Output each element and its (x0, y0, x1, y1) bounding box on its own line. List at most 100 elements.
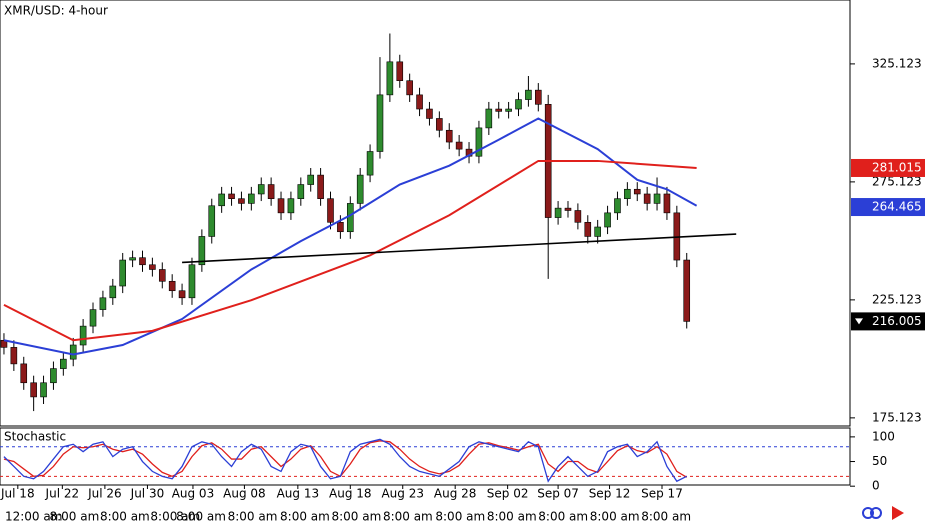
x-tick-label: Jul 18 (0, 487, 35, 501)
x-time-label: 8:00 am (228, 510, 278, 524)
moving-average (3, 117, 698, 356)
candle-body (178, 290, 186, 299)
candle-body (327, 198, 334, 223)
candle-body (614, 198, 621, 214)
x-tick-label: Sep 02 (487, 487, 529, 501)
x-time-label: 8:00 am (49, 510, 99, 524)
candle-body (50, 368, 57, 384)
candle-body (505, 108, 512, 112)
x-tick-label: Aug 28 (434, 487, 477, 501)
candle-body (69, 344, 77, 360)
y-tick-label: 50 (872, 454, 887, 468)
candle-body (416, 94, 423, 110)
candle-body (30, 382, 37, 398)
candle-body (376, 94, 384, 152)
candle-body (436, 118, 443, 131)
x-time-label: 8:00 am (435, 510, 485, 524)
candle-body (109, 285, 117, 299)
moving-average (3, 159, 697, 342)
candle-body (633, 188, 641, 195)
y-tick-label: 175.123 (872, 410, 922, 424)
candle-body (406, 80, 413, 96)
candle-body (277, 198, 285, 214)
candle-body (475, 127, 483, 157)
candle-body (624, 188, 631, 199)
candle-body (307, 174, 315, 185)
stoch-title-bg (1, 429, 71, 445)
candle-body (60, 358, 67, 369)
title-bg (1, 1, 151, 19)
candle-body (208, 205, 216, 237)
x-time-label: 8:00 am (100, 510, 150, 524)
x-time-label: 8:00 am (641, 510, 691, 524)
candle-body (346, 203, 354, 233)
candle-body (287, 198, 295, 214)
price-panel (0, 0, 851, 427)
price-marker-label: 216.005 (872, 314, 922, 328)
chart-title: XMR/USD: 4-hour (4, 4, 108, 18)
candle-body (515, 99, 522, 110)
y-tick-label: 275.123 (872, 174, 922, 188)
link-icon[interactable] (870, 507, 882, 519)
link-icon[interactable] (862, 507, 874, 519)
candle-body (564, 207, 572, 211)
candle-body (485, 108, 493, 129)
x-time-label: 8:00 am (331, 510, 381, 524)
candle-body (129, 257, 136, 261)
x-tick-label: Aug 23 (381, 487, 424, 501)
candle-body (337, 221, 344, 233)
candle-body (228, 193, 235, 199)
candle-body (297, 184, 305, 199)
candle-body (238, 198, 245, 204)
y-tick-label: 225.123 (872, 292, 922, 306)
candle-body (554, 207, 562, 218)
candle-body (386, 61, 394, 96)
candle-body (525, 89, 532, 100)
candle-body (149, 264, 156, 270)
x-tick-label: Jul 30 (130, 487, 165, 501)
candle-body (267, 184, 275, 199)
candle-body (356, 174, 364, 204)
toolbar-icons[interactable] (862, 506, 904, 520)
candle-body (317, 174, 324, 199)
price-marker-label: 264.465 (872, 200, 922, 214)
candle-body (643, 193, 651, 204)
x-tick-label: Aug 13 (277, 487, 320, 501)
candle-body (445, 129, 453, 143)
candles (0, 33, 737, 412)
trend-line (182, 233, 737, 264)
candle-body (99, 297, 107, 310)
stoch-lines (0, 438, 850, 483)
stoch-line (3, 438, 688, 483)
candle-body (257, 184, 265, 195)
y-tick-label: 0 (872, 479, 880, 493)
candle-body (455, 141, 463, 150)
price-marker (851, 312, 925, 331)
stochastic-panel (0, 427, 851, 486)
candle-body (158, 269, 166, 282)
x-time-label: 8:00 am (176, 510, 226, 524)
x-tick-label: Sep 07 (537, 487, 579, 501)
candle-body (188, 264, 196, 299)
candle-body (594, 226, 601, 237)
price-marker-label: 281.015 (872, 160, 922, 174)
candle-body (396, 61, 404, 82)
candle-body (683, 259, 691, 322)
price-arrow (855, 318, 863, 325)
x-time-label: 8:00 am (538, 510, 588, 524)
candle-body (119, 259, 127, 287)
candle-body (198, 236, 206, 266)
x-tick-label: Aug 18 (329, 487, 372, 501)
candle-body (139, 257, 146, 266)
price-marker (851, 158, 925, 177)
candle-body (574, 210, 582, 223)
candle-body (40, 382, 47, 398)
x-tick-label: Sep 17 (641, 487, 683, 501)
play-icon[interactable] (892, 506, 904, 520)
x-tick-label: Aug 03 (172, 487, 215, 501)
candle-body (10, 347, 18, 365)
x-tick-label: Aug 08 (223, 487, 266, 501)
candle-body (535, 89, 542, 105)
stochastic-title: Stochastic (4, 430, 66, 444)
